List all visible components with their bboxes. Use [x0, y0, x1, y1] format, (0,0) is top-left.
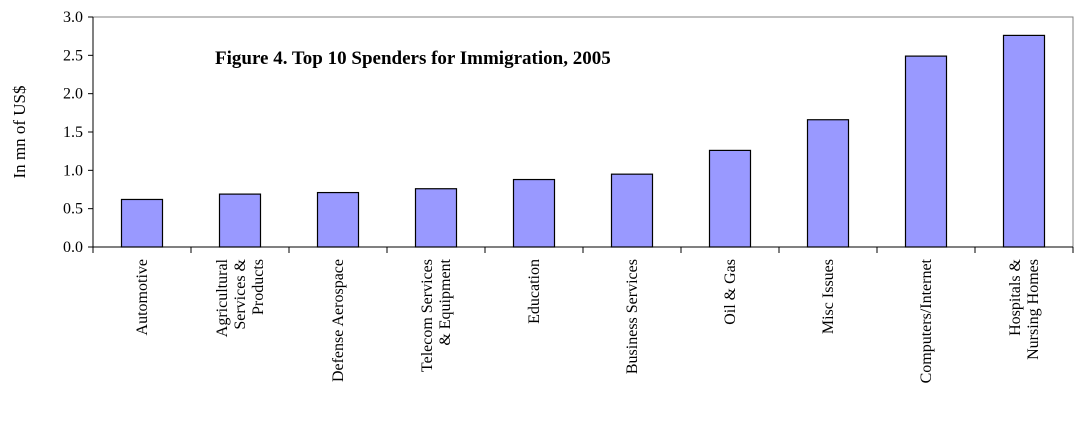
x-category-label-line: & Equipment [437, 258, 454, 345]
labels: 0.0 0.5 1.0 1.5 2.0 2.5 3.0 Automotive Agricultu… [63, 9, 1042, 383]
y-tick-label: 2.5 [63, 47, 83, 64]
y-tick-label: 0.5 [63, 201, 83, 218]
x-category-label-line: Products [250, 259, 267, 315]
y-tick-label: 1.5 [63, 124, 83, 141]
y-axis-label: In mn of US$ [10, 85, 29, 178]
x-category-label-line: Misc Issues [820, 259, 837, 334]
bar [708, 149, 752, 248]
x-category-label-line: Computers/Internet [918, 258, 935, 383]
x-category-label-line: Education [526, 259, 543, 324]
x-category-label-line: Services & [232, 258, 249, 329]
bar [120, 198, 164, 248]
bar [316, 191, 360, 248]
x-category-label: Oil & Gas [722, 259, 739, 325]
x-category-label: Defense Aerospace [330, 259, 347, 382]
x-category-label: Misc Issues [820, 259, 837, 334]
y-tick-label: 3.0 [63, 9, 83, 26]
x-category-label-line: Hospitals & [1007, 258, 1024, 335]
x-category-label: Business Services [624, 259, 641, 374]
bar [1002, 34, 1046, 248]
x-category-label-line: Oil & Gas [722, 259, 739, 325]
x-category-label-line: Nursing Homes [1025, 259, 1042, 360]
bars [120, 34, 1046, 248]
x-category-label: Hospitals & Nursing Homes [1007, 258, 1042, 359]
x-category-label-line: Business Services [624, 259, 641, 374]
x-category-label: Agricultural Services & Products [214, 258, 267, 337]
bar [806, 119, 850, 248]
x-category-label: Computers/Internet [918, 258, 935, 383]
x-category-label: Telecom Services & Equipment [419, 258, 454, 372]
chart-title: Figure 4. Top 10 Spenders for Immigratio… [215, 48, 611, 69]
x-category-label: Automotive [134, 259, 151, 335]
y-tick-label: 0.0 [63, 239, 83, 256]
x-category-label-line: Telecom Services [419, 259, 436, 372]
bar [414, 188, 458, 248]
x-category-label-line: Defense Aerospace [330, 259, 347, 382]
bar [218, 193, 262, 248]
bar [512, 178, 556, 248]
y-tick-label: 1.0 [63, 162, 83, 179]
x-category-label-line: Automotive [134, 259, 151, 335]
bar [610, 173, 654, 248]
x-category-label: Education [526, 259, 543, 324]
y-tick-label: 2.0 [63, 86, 83, 103]
x-category-label-line: Agricultural [214, 258, 231, 337]
bar [904, 55, 948, 248]
